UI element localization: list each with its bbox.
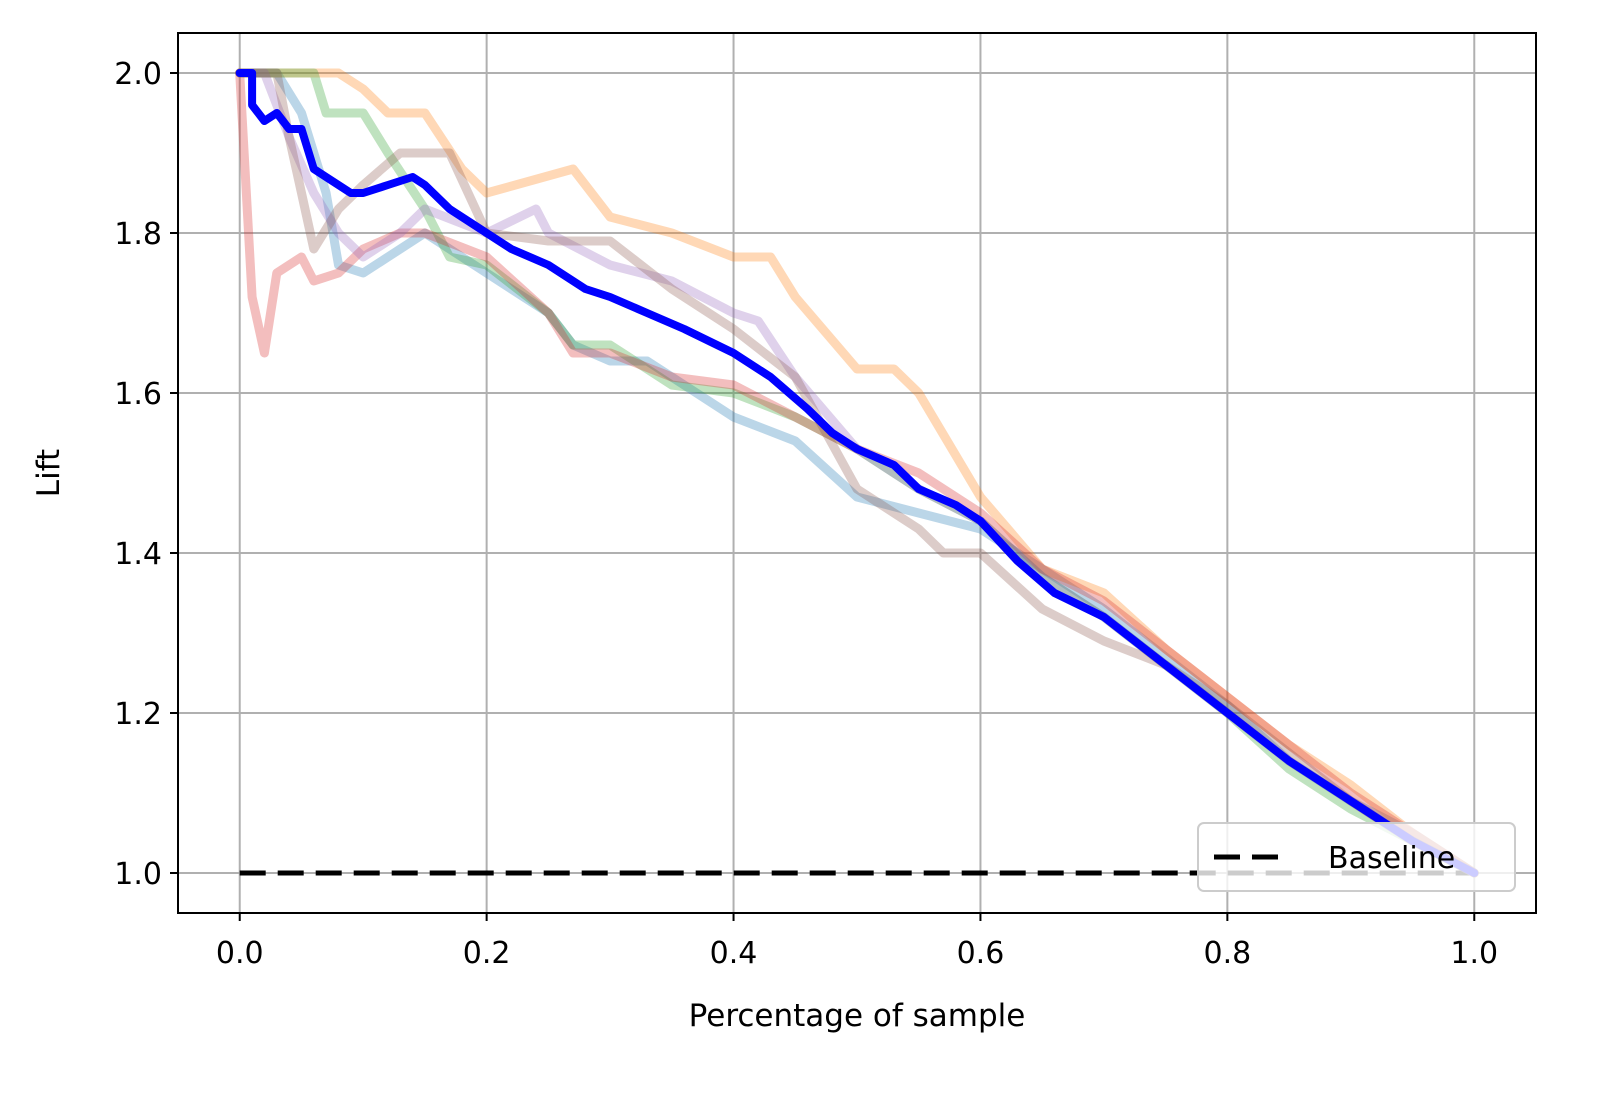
y-axis-label: Lift [31,449,67,497]
x-tick-label: 0.6 [957,936,1005,971]
axis-ticks: 0.0 0.2 0.4 0.6 0.8 1.0 1.0 1.2 1.4 1.6 1.8 2.0 [114,57,1498,971]
mean-lift-curve [235,69,1479,877]
x-tick-label: 0.4 [710,936,758,971]
y-tick-label: 1.6 [114,377,162,412]
y-tick-label: 1.8 [114,217,162,252]
grid-lines [178,33,1536,913]
x-tick-label: 0.0 [216,936,264,971]
y-tick-label: 1.0 [114,857,162,892]
y-tick-label: 2.0 [114,57,162,92]
legend: Baseline [1197,822,1516,892]
fold-lift-curve-1 [235,68,1479,878]
fold-lift-curve-4 [235,68,1479,878]
legend-label-baseline: Baseline [1328,841,1455,876]
y-tick-label: 1.2 [114,697,162,732]
axes-frame [177,32,1537,914]
x-tick-label: 1.0 [1450,936,1498,971]
fold-lift-curve-6 [235,68,1479,878]
x-axis-label: Percentage of sample [689,998,1026,1034]
y-tick-label: 1.4 [114,537,162,572]
fold-lift-curve-2 [235,68,1479,878]
x-tick-label: 0.8 [1204,936,1252,971]
x-tick-label: 0.2 [463,936,511,971]
legend-box [1197,822,1516,892]
series-lines [235,68,1479,878]
